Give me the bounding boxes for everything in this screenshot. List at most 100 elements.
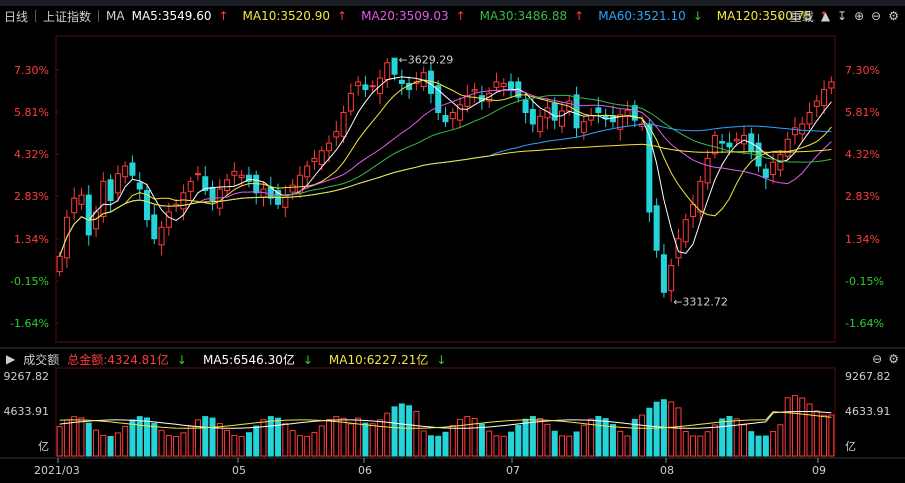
volume-bar	[566, 435, 573, 457]
volume-bar	[726, 416, 733, 457]
candle-body	[719, 141, 726, 144]
volume-ma10: MA10:6227.21亿 ↓	[328, 352, 447, 367]
chevron-left-icon[interactable]: ‹	[777, 9, 783, 23]
volume-bar	[202, 416, 209, 457]
candle-body	[457, 104, 464, 121]
volume-bar	[529, 416, 536, 457]
lock-icon[interactable]: ▲	[820, 9, 831, 23]
grid	[0, 35, 905, 459]
candle-body	[500, 82, 507, 87]
candle-body	[333, 131, 340, 138]
y-tick-left: -1.64%	[10, 317, 49, 330]
candle-body	[690, 203, 697, 218]
candle-body	[238, 174, 245, 179]
candle-body	[296, 174, 303, 194]
volume-y-tick-right: 4633.91	[845, 405, 891, 418]
candle-body	[660, 254, 667, 293]
y-tick-right: -0.15%	[845, 275, 884, 288]
zoom-in-icon[interactable]: ⊕	[854, 9, 865, 23]
candle-body	[151, 214, 158, 240]
ma60-value: MA60:3521.10 ↓	[598, 9, 703, 23]
zoom-out-icon[interactable]: ⊖	[871, 9, 882, 23]
candle-body	[355, 81, 362, 87]
volume-bar	[646, 407, 653, 457]
volume-bar	[697, 435, 704, 457]
candle-body	[245, 174, 252, 182]
volume-label[interactable]: 成交额	[23, 352, 60, 367]
candle-body	[697, 180, 704, 213]
x-tick-label: 2021/03	[34, 464, 80, 477]
candle-body	[144, 190, 151, 221]
volume-bar	[427, 435, 434, 457]
volume-y-tick-left: 4633.91	[4, 405, 50, 418]
volume-bar	[558, 435, 565, 457]
download-icon[interactable]: ↧	[837, 9, 848, 23]
ma5-value: MA5:3549.60 ↑	[131, 9, 229, 23]
volume-bar	[493, 435, 500, 457]
volume-bar	[602, 418, 609, 457]
volume-bar	[114, 432, 121, 457]
volume-bar	[791, 395, 798, 457]
volume-bar	[231, 435, 238, 457]
volume-bar	[748, 431, 755, 457]
y-tick-left: 1.34%	[14, 233, 49, 246]
volume-bar	[165, 434, 172, 457]
volume-bar	[282, 423, 289, 457]
volume-y-tick-right: 亿	[845, 440, 856, 453]
volume-bar	[289, 430, 296, 457]
candle-body	[522, 99, 529, 114]
candle-body	[56, 255, 63, 273]
volume-ma-line	[59, 411, 832, 429]
high-annotation: ←3629.29	[399, 53, 454, 66]
volume-bar	[129, 419, 136, 457]
candle-body	[675, 238, 682, 259]
candle-body	[471, 89, 478, 92]
candle-body	[449, 112, 456, 120]
candle-body	[653, 205, 660, 251]
y-tick-right: 2.83%	[845, 190, 880, 203]
settings-icon[interactable]: ⚙	[888, 9, 899, 23]
candle-body	[427, 70, 434, 94]
period-selector[interactable]: 日线	[4, 9, 29, 24]
volume-bar	[369, 423, 376, 457]
y-tick-right: -1.64%	[845, 317, 884, 330]
volume-bar	[304, 435, 311, 457]
volume-y-tick-right: 9267.82	[845, 370, 891, 383]
ma120-value: MA120:3500.75 ↑	[716, 9, 829, 23]
volume-bar	[777, 424, 784, 457]
candle-body	[799, 123, 806, 135]
candles	[56, 57, 835, 302]
candle-body	[362, 84, 369, 91]
ma10-value: MA10:3520.90 ↑	[242, 9, 348, 23]
y-axis-labels: 7.30% 7.30% 5.81% 5.81% 4.32% 4.32% 2.83% 2.83%…	[10, 64, 884, 330]
volume-y-tick-left: 亿	[38, 440, 49, 453]
settings-icon[interactable]: ⚙	[888, 352, 899, 366]
candle-body	[711, 134, 718, 155]
chart-controls: ‹ 重载 ▲ ↧ ⊕ ⊖ ⚙	[771, 6, 899, 26]
volume-bars: 9267.82 9267.82 4633.91 4633.91 亿 亿	[4, 370, 891, 457]
volume-bar	[311, 432, 318, 457]
ma-selector[interactable]: MA	[106, 9, 125, 23]
x-tick-label: 08	[660, 464, 674, 477]
indicator-toolbar: 日线 上证指数 MA MA5:3549.60 ↑ MA10:3520.90 ↑ MA…	[0, 6, 905, 26]
volume-bar	[537, 418, 544, 457]
volume-bar	[435, 435, 442, 457]
index-name[interactable]: 上证指数	[43, 9, 92, 24]
volume-bar	[122, 425, 129, 457]
volume-bar	[733, 418, 740, 457]
volume-bar	[100, 434, 107, 457]
candle-body	[391, 57, 398, 75]
volume-bar	[180, 432, 187, 457]
candle-body	[194, 173, 201, 176]
collapse-icon[interactable]: ▶	[6, 352, 16, 366]
volume-bar	[675, 407, 682, 457]
candle-body	[93, 211, 100, 230]
candle-body	[784, 138, 791, 157]
candle-body	[726, 142, 733, 148]
overlay-button[interactable]: 重载	[789, 9, 814, 24]
volume-bar	[398, 403, 405, 457]
zoom-out-icon[interactable]: ⊖	[872, 352, 883, 366]
ma-lines	[59, 76, 832, 257]
volume-bar	[639, 414, 646, 457]
